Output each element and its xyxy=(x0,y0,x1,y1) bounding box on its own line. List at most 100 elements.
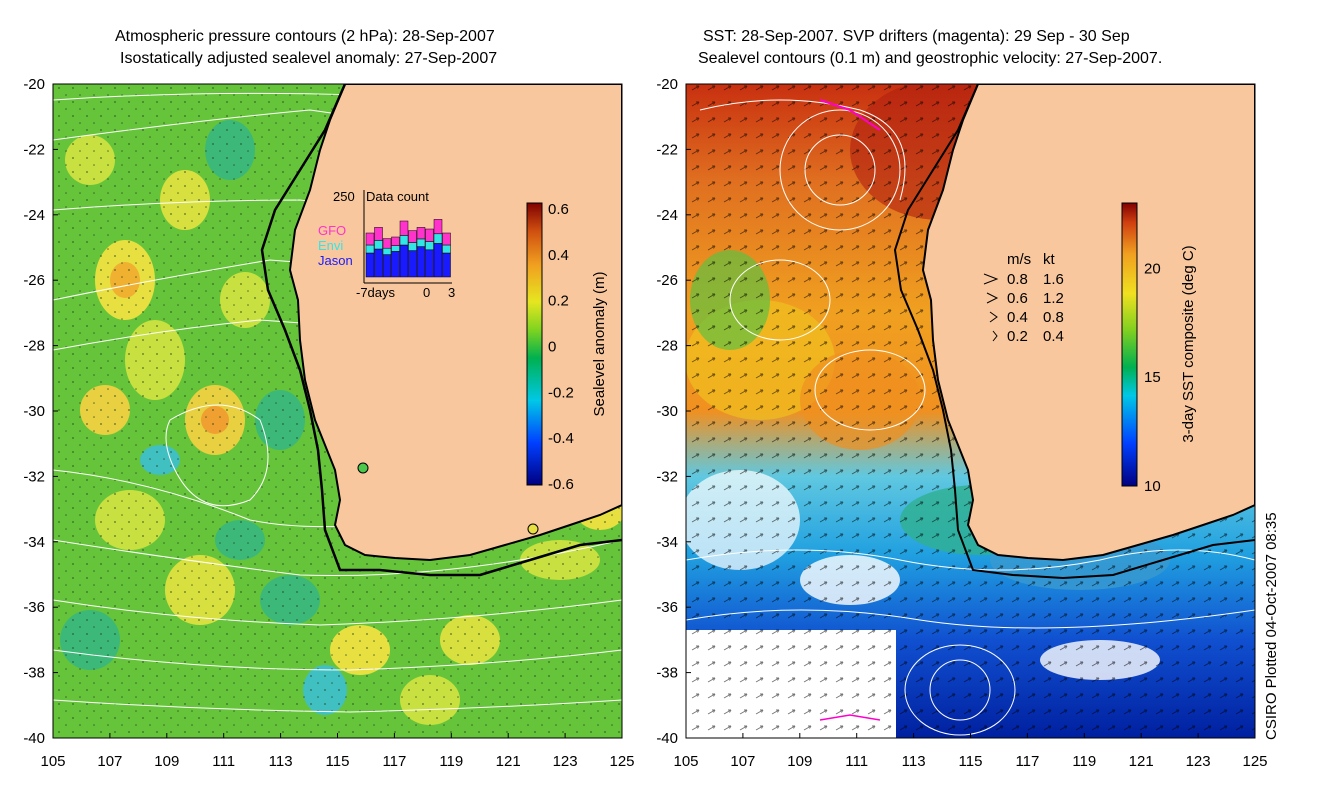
lat-tick-label: -30 xyxy=(23,403,45,420)
velocity-kt-value: 1.6 xyxy=(1043,271,1064,288)
lon-tick-label: 119 xyxy=(439,753,463,770)
inset-bar-envi xyxy=(382,247,392,255)
inset-bar-gfo xyxy=(433,219,443,235)
velocity-kt-value: 1.2 xyxy=(1043,290,1064,307)
lon-tick-label: 123 xyxy=(553,753,578,770)
velocity-key-header-kt: kt xyxy=(1043,251,1056,268)
inset-bar-jason xyxy=(365,252,375,278)
svp-drifter-track xyxy=(819,714,881,721)
sst-colorbar-label: 3-day SST composite (deg C) xyxy=(1180,245,1197,442)
lon-tick-label: 113 xyxy=(269,753,293,770)
lat-tick-label: -30 xyxy=(656,403,678,420)
velocity-arrow-icon xyxy=(983,273,999,285)
inset-bar-gfo xyxy=(374,227,383,241)
lat-tick-label: -24 xyxy=(23,207,45,224)
lat-tick-label: -22 xyxy=(23,141,45,158)
lat-tick-label: -34 xyxy=(656,534,678,551)
inset-bar-envi xyxy=(399,235,409,246)
lon-tick-label: 111 xyxy=(212,753,235,770)
lat-tick-label: -28 xyxy=(656,338,678,355)
lon-tick-label: 119 xyxy=(1072,753,1096,770)
lat-tick-label: -36 xyxy=(23,599,45,616)
sst-colorbar-tick: 10 xyxy=(1144,478,1161,495)
lon-tick-label: 123 xyxy=(1186,753,1211,770)
lon-tick-label: 113 xyxy=(902,753,926,770)
lat-tick-label: -40 xyxy=(656,730,678,747)
lon-tick-label: 105 xyxy=(673,753,698,770)
legend-envi: Envi xyxy=(318,238,343,253)
inset-bar-jason xyxy=(374,248,383,278)
sla-colorbar-tick: 0 xyxy=(548,339,556,356)
inset-bar-jason xyxy=(442,252,451,278)
sst-colorbar-tick: 15 xyxy=(1144,369,1161,386)
lat-tick-label: -32 xyxy=(656,468,678,485)
sla-colorbar-tick: -0.6 xyxy=(548,476,574,493)
inset-bar-envi xyxy=(433,233,443,244)
legend-jason: Jason xyxy=(318,253,353,268)
velocity-kt-value: 0.8 xyxy=(1043,309,1064,326)
lat-tick-label: -38 xyxy=(656,665,678,682)
lon-tick-label: 125 xyxy=(1242,753,1267,770)
right-shelf-contour xyxy=(893,84,1255,580)
right-lon-axis: 105 107 109 111 113 115 117 119 121 123 125 xyxy=(673,733,1268,770)
legend-gfo: GFO xyxy=(318,223,346,238)
sla-colorbar-tick: -0.2 xyxy=(548,384,574,401)
left-lon-axis: 105 107 109 111 113 115 117 119 121 123 125 xyxy=(40,733,635,770)
velocity-ms-value: 0.2 xyxy=(1007,328,1028,345)
inset-bars xyxy=(365,219,451,278)
inset-bar-jason xyxy=(391,251,400,278)
sst-colorbar-tick: 20 xyxy=(1144,260,1161,277)
inset-bar-jason xyxy=(416,246,426,278)
velocity-key-header-ms: m/s xyxy=(1007,251,1031,268)
inset-bar-gfo xyxy=(365,232,375,246)
lon-tick-label: 115 xyxy=(326,753,350,770)
inset-bar-jason xyxy=(433,243,443,278)
right-title-line1: SST: 28-Sep-2007. SVP drifters (magenta)… xyxy=(703,28,1130,45)
right-lat-axis: -20 -22 -24 -26 -28 -30 -32 -34 -36 -38 -40 xyxy=(656,76,691,747)
sla-colorbar-label: Sealevel anomaly (m) xyxy=(591,271,608,416)
right-title-line2: Sealevel contours (0.1 m) and geostrophi… xyxy=(698,50,1163,67)
sla-colorbar xyxy=(526,202,543,486)
lon-tick-label: 105 xyxy=(40,753,65,770)
inset-bar-envi xyxy=(391,245,400,252)
inset-bar-envi xyxy=(425,241,434,251)
inset-bar-gfo xyxy=(442,232,451,246)
inset-bar-gfo xyxy=(408,230,417,243)
data-count-inset: 250 Data count GFO Envi Jason -7days 0 3 xyxy=(318,189,455,300)
inset-bar-gfo xyxy=(399,220,409,236)
sla-colorbar-tick: 0.2 xyxy=(548,293,569,310)
lon-tick-label: 111 xyxy=(845,753,868,770)
lon-tick-label: 107 xyxy=(730,753,755,770)
lat-tick-label: -36 xyxy=(656,599,678,616)
lat-tick-label: -40 xyxy=(23,730,45,747)
right-map-area xyxy=(686,84,1255,738)
tide-gauge-marker xyxy=(357,462,369,474)
left-shelf-contour xyxy=(260,84,622,577)
svp-drifter-track xyxy=(819,99,881,131)
lon-tick-label: 107 xyxy=(97,753,122,770)
tide-gauge-marker xyxy=(527,523,539,535)
inset-bar-jason xyxy=(425,249,434,278)
lat-tick-label: -26 xyxy=(656,272,678,289)
inset-bar-gfo xyxy=(382,238,392,249)
lat-tick-label: -32 xyxy=(23,468,45,485)
inset-bar-gfo xyxy=(391,236,400,246)
inset-bar-envi xyxy=(408,242,417,251)
lat-tick-label: -38 xyxy=(23,665,45,682)
inset-bar-envi xyxy=(416,238,426,247)
lat-tick-label: -24 xyxy=(656,207,678,224)
inset-xlabel-left: -7days xyxy=(356,285,396,300)
inset-xlabel-mid: 0 xyxy=(423,285,430,300)
inset-bar-jason xyxy=(399,244,409,278)
lat-tick-label: -34 xyxy=(23,534,45,551)
lon-tick-label: 109 xyxy=(154,753,179,770)
velocity-ms-value: 0.8 xyxy=(1007,271,1028,288)
inset-xlabel-right: 3 xyxy=(448,285,455,300)
inset-bar-jason xyxy=(408,250,417,278)
lat-tick-label: -26 xyxy=(23,272,45,289)
sst-colorbar-ticks: 20 15 10 xyxy=(1144,260,1161,495)
csiro-credit: CSIRO Plotted 04-Oct-2007 08:35 xyxy=(1263,512,1280,740)
inset-bar-envi xyxy=(365,244,375,254)
lon-tick-label: 125 xyxy=(609,753,634,770)
